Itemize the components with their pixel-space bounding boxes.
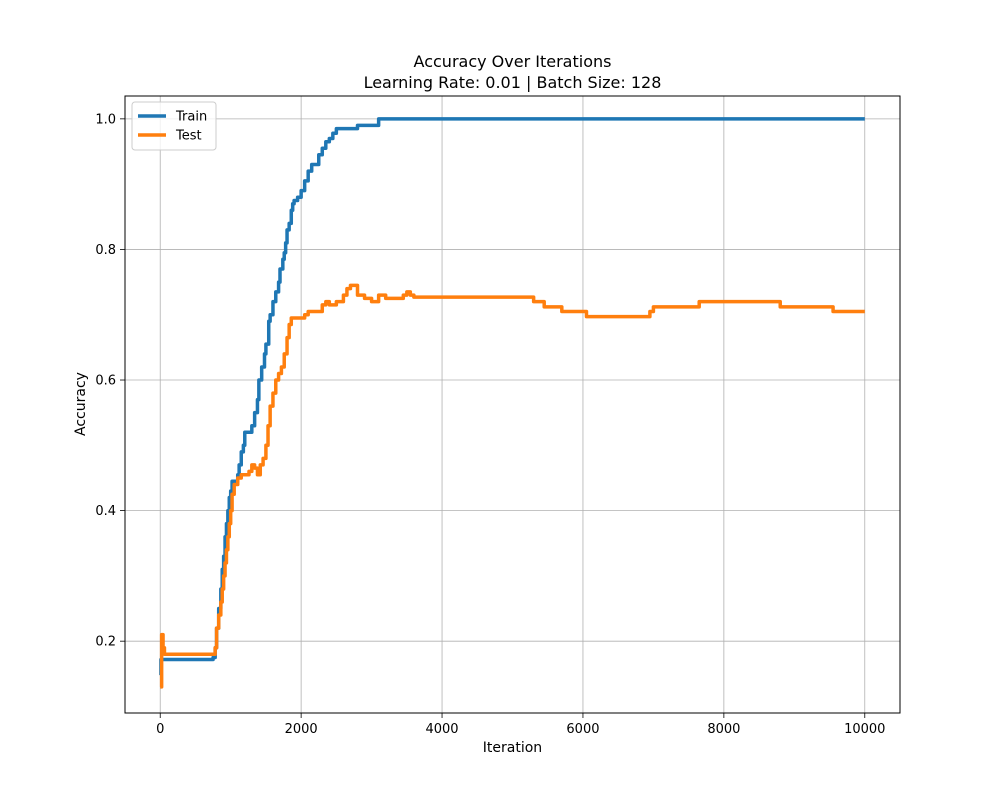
legend-label-train: Train (175, 110, 207, 125)
y-tick-label: 0.6 (95, 374, 116, 389)
chart-subtitle: Learning Rate: 0.01 | Batch Size: 128 (364, 73, 662, 92)
legend: Train Test (131, 101, 217, 151)
y-axis-label: Accuracy (73, 372, 89, 436)
axis-ticks: 0 2000 4000 6000 8000 10000 0.2 0.4 0.6 0.8 1.0 (95, 112, 885, 737)
x-tick-label: 0 (156, 722, 164, 737)
y-tick-label: 0.8 (95, 243, 116, 258)
series-lines (159, 117, 865, 689)
y-tick-label: 1.0 (95, 112, 116, 127)
x-tick-label: 2000 (285, 722, 318, 737)
plot-area-frame (124, 95, 901, 714)
x-tick-label: 4000 (425, 722, 458, 737)
x-tick-label: 8000 (707, 722, 740, 737)
chart-title: Accuracy Over Iterations (414, 52, 612, 71)
x-tick-label: 6000 (566, 722, 599, 737)
legend-label-test: Test (175, 129, 202, 144)
x-tick-label: 10000 (844, 722, 885, 737)
legend-box (131, 101, 217, 151)
y-tick-label: 0.4 (95, 504, 116, 519)
y-tick-label: 0.2 (95, 635, 116, 650)
series-line-test (159, 283, 865, 689)
x-axis-label: Iteration (483, 740, 542, 756)
